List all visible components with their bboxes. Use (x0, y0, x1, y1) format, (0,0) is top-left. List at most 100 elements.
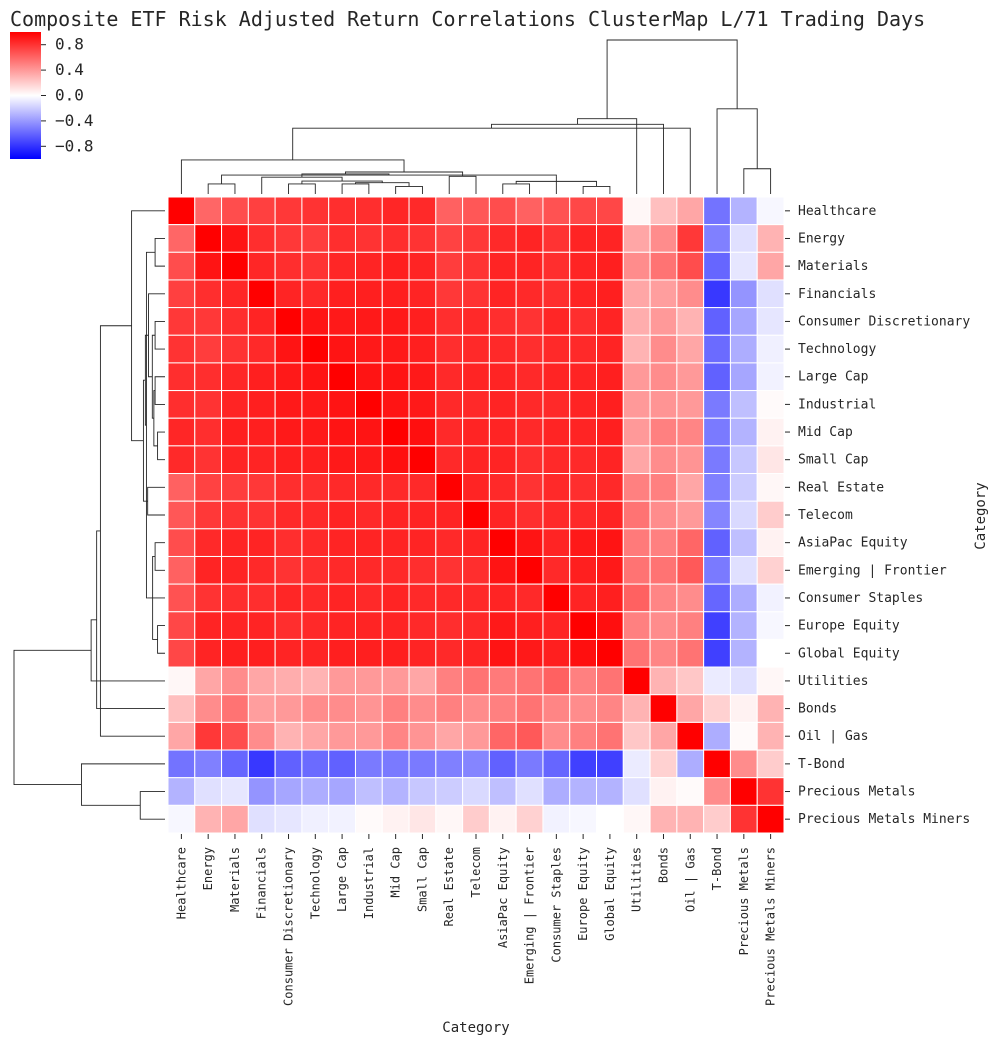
heatmap-cell (221, 666, 249, 696)
heatmap-cell (756, 224, 785, 253)
heatmap-cell (462, 417, 490, 447)
heatmap-cell (729, 583, 758, 613)
heatmap-cell (381, 224, 410, 253)
heatmap-cell (194, 251, 223, 281)
heatmap-cell (729, 555, 758, 585)
heatmap-cell (274, 749, 303, 779)
heatmap-cell (408, 307, 437, 336)
heatmap-cell (622, 583, 651, 613)
heatmap-cell (221, 721, 249, 751)
row-dendrogram-link (131, 210, 165, 442)
heatmap-cell (435, 362, 464, 392)
heatmap-cell (649, 334, 678, 364)
heatmap-cell (596, 251, 624, 281)
heatmap-cell (488, 196, 517, 226)
row-tick-label: Bonds (798, 702, 837, 717)
heatmap-cell (301, 583, 330, 613)
heatmap-cell (542, 721, 571, 751)
heatmap-cell (703, 279, 731, 309)
heatmap-cell (221, 307, 249, 336)
heatmap-cell (622, 417, 651, 447)
heatmap-cell (274, 196, 303, 226)
heatmap-cell (515, 334, 544, 364)
heatmap-cell (488, 362, 517, 392)
heatmap-cell (354, 390, 383, 419)
heatmap-cell (622, 334, 651, 364)
heatmap-cell (729, 196, 758, 226)
heatmap-cells (167, 196, 785, 834)
heatmap-cell (274, 279, 303, 309)
heatmap-cell (756, 694, 785, 723)
colorbar-tick-label: −0.4 (55, 111, 94, 130)
row-dendrogram-link (153, 390, 158, 447)
row-tick-label: T-Bond (798, 757, 845, 772)
heatmap-cell (435, 528, 464, 557)
heatmap-cell (596, 666, 624, 696)
heatmap-cell (756, 721, 785, 751)
heatmap-cell (381, 334, 410, 364)
column-tick-label: Global Equity (603, 847, 617, 941)
heatmap-cell (488, 583, 517, 613)
heatmap-cell (649, 638, 678, 668)
heatmap-cell (756, 777, 785, 806)
heatmap-cell (381, 638, 410, 668)
heatmap-cell (354, 804, 383, 834)
heatmap-cell (328, 279, 356, 309)
heatmap-cell (328, 307, 356, 336)
heatmap-cell (328, 362, 356, 392)
heatmap-cell (515, 390, 544, 419)
heatmap-cell (194, 224, 223, 253)
heatmap-cell (569, 196, 598, 226)
heatmap-cell (194, 721, 223, 751)
heatmap-cell (194, 279, 223, 309)
heatmap-cell (515, 555, 544, 585)
heatmap-cell (703, 749, 731, 779)
heatmap-cell (622, 555, 651, 585)
heatmap-cell (354, 555, 383, 585)
heatmap-cell (515, 417, 544, 447)
heatmap-cell (408, 390, 437, 419)
heatmap-cell (381, 362, 410, 392)
heatmap-cell (408, 777, 437, 806)
heatmap-cell (301, 390, 330, 419)
colorbar-tick-label: 0.8 (55, 35, 84, 54)
row-dendrogram-link (96, 530, 165, 710)
heatmap-cell (569, 251, 598, 281)
heatmap-cell (569, 445, 598, 475)
heatmap-cell (301, 500, 330, 530)
heatmap-cell (676, 666, 705, 696)
heatmap-cell (328, 611, 356, 640)
heatmap-cell (247, 279, 276, 309)
heatmap-cell (703, 694, 731, 723)
heatmap-cell (729, 362, 758, 392)
heatmap-cell (515, 666, 544, 696)
heatmap-cell (274, 500, 303, 530)
heatmap-cell (649, 721, 678, 751)
heatmap-cell (515, 583, 544, 613)
heatmap-cell (354, 638, 383, 668)
heatmap-cell (676, 251, 705, 281)
heatmap-cell (328, 583, 356, 613)
heatmap-cell (676, 390, 705, 419)
heatmap-cell (756, 555, 785, 585)
heatmap-cell (194, 638, 223, 668)
heatmap-cell (542, 334, 571, 364)
heatmap-cell (274, 555, 303, 585)
heatmap-cell (488, 224, 517, 253)
heatmap-cell (194, 445, 223, 475)
column-tick-label: Precious Metals (737, 847, 751, 955)
heatmap-cell (247, 224, 276, 253)
heatmap-cell (703, 307, 731, 336)
heatmap-cell (194, 390, 223, 419)
column-dendrogram-link (582, 185, 611, 194)
heatmap-cell (596, 473, 624, 502)
heatmap-cell (247, 417, 276, 447)
heatmap-cell (488, 777, 517, 806)
heatmap-cell (462, 721, 490, 751)
heatmap-cell (194, 804, 223, 834)
heatmap-cell (194, 528, 223, 557)
heatmap-cell (596, 500, 624, 530)
heatmap-cell (194, 555, 223, 585)
heatmap-cell (488, 528, 517, 557)
heatmap-cell (354, 334, 383, 364)
